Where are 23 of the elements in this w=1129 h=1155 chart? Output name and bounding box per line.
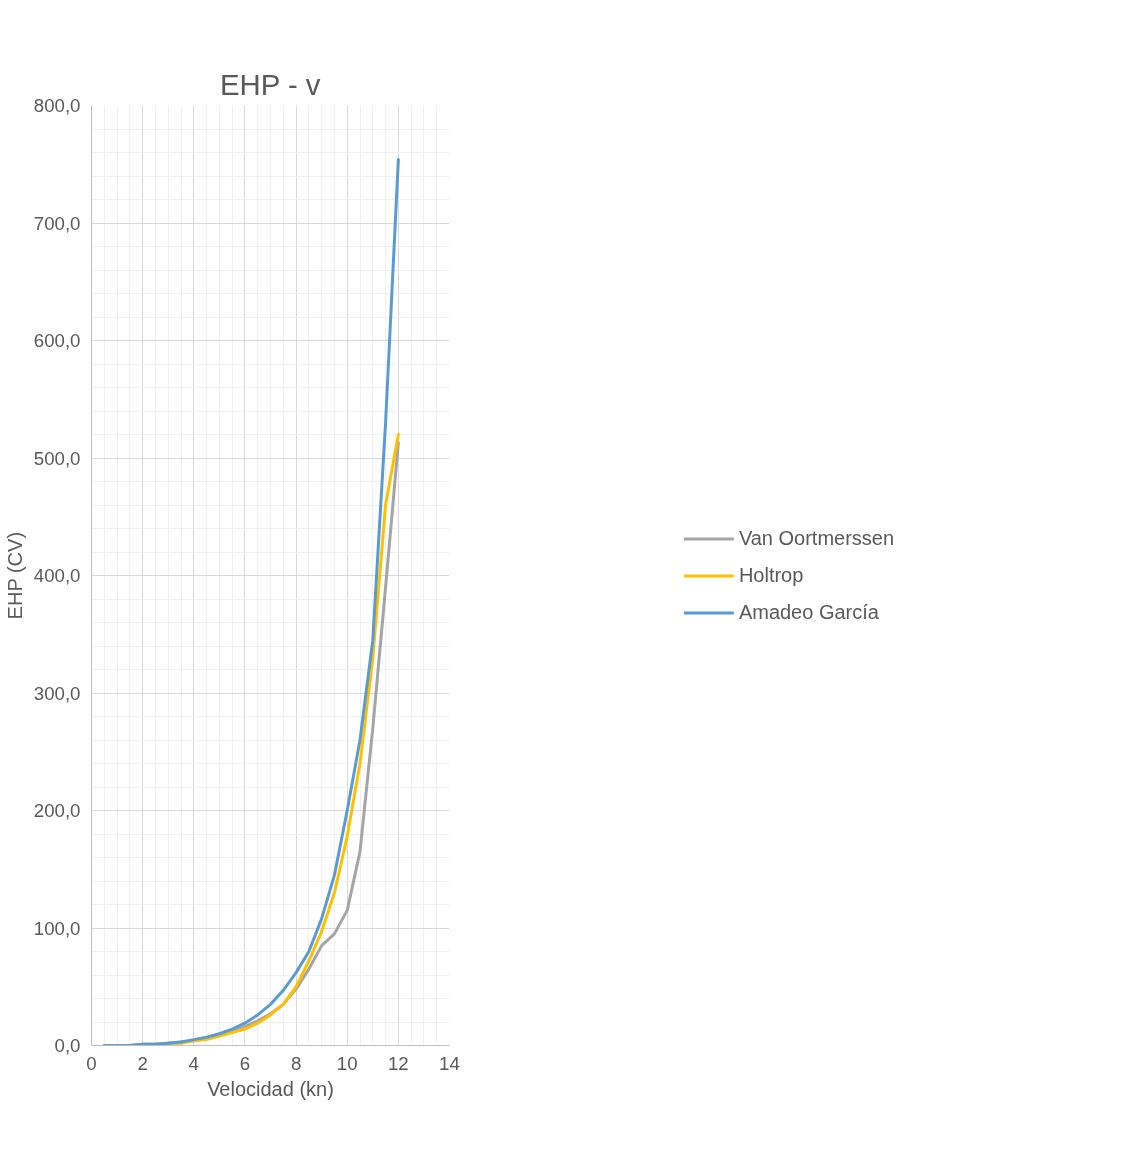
x-tick-label: 14 <box>439 1052 460 1074</box>
y-tick-label: 0,0 <box>54 1035 81 1056</box>
chart-title: EHP - v <box>219 67 321 101</box>
x-tick-label: 2 <box>137 1052 148 1074</box>
x-tick-label: 12 <box>387 1052 409 1074</box>
x-tick-label: 8 <box>290 1052 302 1074</box>
y-tick-label: 700,0 <box>33 212 81 234</box>
x-axis-title: Velocidad (kn) <box>207 1077 334 1100</box>
y-tick-label: 500,0 <box>33 447 81 469</box>
x-tick-label: 6 <box>239 1052 251 1074</box>
y-axis-title: EHP (CV) <box>3 531 26 620</box>
legend-label: Holtrop <box>738 563 804 587</box>
y-tick-label: 400,0 <box>33 565 81 586</box>
y-tick-label: 800,0 <box>33 95 81 116</box>
x-tick-label: 10 <box>336 1052 358 1074</box>
legend-label: Amadeo García <box>738 600 879 624</box>
y-tick-label: 100,0 <box>33 917 81 939</box>
x-tick-label: 0 <box>86 1052 97 1074</box>
y-tick-label: 200,0 <box>33 800 81 821</box>
y-tick-label: 600,0 <box>33 330 81 351</box>
y-tick-label: 300,0 <box>33 682 81 704</box>
legend-label: Van Oortmerssen <box>738 526 895 550</box>
x-tick-label: 4 <box>188 1052 199 1074</box>
